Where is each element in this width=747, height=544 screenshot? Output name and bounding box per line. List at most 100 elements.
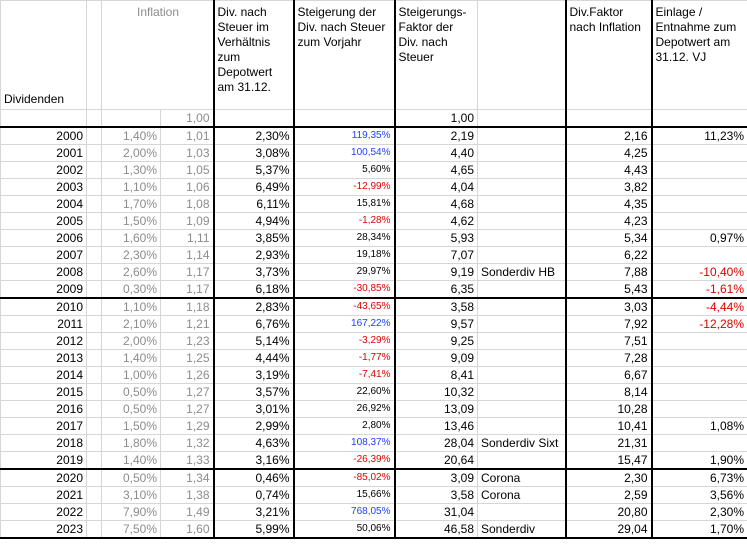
div-ratio-cell[interactable]: 2,93% [212,246,294,264]
div-faktor-cell[interactable]: 21,31 [565,434,652,452]
note-cell[interactable] [477,195,567,213]
einlage-cell[interactable]: 3,56% [650,486,747,504]
faktor-cell[interactable]: 46,58 [393,520,478,539]
faktor-cell[interactable]: 9,19 [393,263,478,281]
einlage-cell[interactable]: 0,97% [650,229,747,247]
note-cell[interactable] [477,315,567,333]
base-cell[interactable] [101,109,161,128]
spacer-cell[interactable] [86,126,102,145]
year-cell[interactable]: 2007 [0,246,87,264]
steigerung-cell[interactable]: -1,77% [292,349,395,367]
year-cell[interactable]: 2011 [0,315,87,333]
div-faktor-cell[interactable]: 4,43 [565,161,652,179]
header-einlage[interactable]: Einlage / Entnahme zum Depotwert am 31.1… [650,0,747,110]
einlage-cell[interactable]: 6,73% [650,468,747,487]
einlage-cell[interactable] [650,161,747,179]
div-ratio-cell[interactable]: 2,99% [212,417,294,435]
div-faktor-cell[interactable]: 7,28 [565,349,652,367]
year-cell[interactable]: 2016 [0,400,87,418]
div-ratio-cell[interactable]: 3,08% [212,144,294,162]
spacer-cell[interactable] [86,332,102,350]
steigerung-cell[interactable]: 167,22% [292,315,395,333]
einlage-cell[interactable]: 1,08% [650,417,747,435]
inflation-factor-cell[interactable]: 1,18 [160,297,214,316]
faktor-cell[interactable]: 13,46 [393,417,478,435]
base-cell[interactable] [292,109,395,128]
note-cell[interactable] [477,229,567,247]
faktor-cell[interactable]: 2,19 [393,126,478,145]
faktor-cell[interactable]: 4,04 [393,178,478,196]
spacer-cell[interactable] [86,383,102,401]
note-cell[interactable]: Sonderdiv HB [477,263,567,281]
inflation-cell[interactable]: 1,40% [101,349,161,367]
einlage-cell[interactable]: 1,70% [650,520,747,539]
faktor-cell[interactable]: 10,32 [393,383,478,401]
einlage-cell[interactable]: 11,23% [650,126,747,145]
div-faktor-cell[interactable]: 4,23 [565,212,652,230]
note-cell[interactable] [477,144,567,162]
steigerung-cell[interactable]: 768,05% [292,503,395,521]
steigerung-cell[interactable]: 100,54% [292,144,395,162]
inflation-cell[interactable]: 1,40% [101,451,161,470]
div-ratio-cell[interactable]: 6,18% [212,280,294,299]
note-cell[interactable] [477,126,567,145]
inflation-cell[interactable]: 2,00% [101,332,161,350]
inflation-factor-cell[interactable]: 1,17 [160,263,214,281]
div-ratio-cell[interactable]: 4,63% [212,434,294,452]
spacer-cell[interactable] [86,349,102,367]
inflation-factor-cell[interactable]: 1,38 [160,486,214,504]
spacer-cell[interactable] [86,178,102,196]
inflation-factor-cell[interactable]: 1,33 [160,451,214,470]
spacer-cell[interactable] [86,280,102,299]
inflation-factor-cell[interactable]: 1,26 [160,366,214,384]
inflation-factor-cell[interactable]: 1,29 [160,417,214,435]
div-faktor-cell[interactable]: 5,34 [565,229,652,247]
base-cell[interactable] [212,109,294,128]
inflation-factor-cell[interactable]: 1,03 [160,144,214,162]
inflation-factor-cell[interactable]: 1,27 [160,383,214,401]
inflation-cell[interactable]: 0,50% [101,400,161,418]
spacer-cell[interactable] [86,161,102,179]
year-cell[interactable]: 2004 [0,195,87,213]
faktor-cell[interactable]: 5,93 [393,229,478,247]
inflation-factor-cell[interactable]: 1,08 [160,195,214,213]
year-cell[interactable]: 2019 [0,451,87,470]
div-faktor-cell[interactable]: 7,92 [565,315,652,333]
note-cell[interactable] [477,297,567,316]
header-steigerungsfaktor[interactable]: Steigerungs-Faktor der Div. nach Steuer [393,0,478,110]
div-faktor-cell[interactable]: 5,43 [565,280,652,299]
div-ratio-cell[interactable]: 3,16% [212,451,294,470]
steigerung-cell[interactable]: 19,18% [292,246,395,264]
steigerung-cell[interactable]: -30,85% [292,280,395,299]
base-inflation-factor[interactable]: 1,00 [160,109,214,128]
steigerung-cell[interactable]: 26,92% [292,400,395,418]
spacer-cell[interactable] [86,503,102,521]
faktor-cell[interactable]: 4,65 [393,161,478,179]
einlage-cell[interactable]: -12,28% [650,315,747,333]
div-ratio-cell[interactable]: 2,30% [212,126,294,145]
inflation-factor-cell[interactable]: 1,23 [160,332,214,350]
inflation-cell[interactable]: 2,00% [101,144,161,162]
div-faktor-cell[interactable]: 6,67 [565,366,652,384]
inflation-cell[interactable]: 0,50% [101,468,161,487]
year-cell[interactable]: 2020 [0,468,87,487]
year-cell[interactable]: 2000 [0,126,87,145]
faktor-cell[interactable]: 4,68 [393,195,478,213]
inflation-cell[interactable]: 1,10% [101,178,161,196]
steigerung-cell[interactable]: 15,81% [292,195,395,213]
steigerung-cell[interactable]: 50,06% [292,520,395,539]
spacer-cell[interactable] [86,417,102,435]
year-cell[interactable]: 2006 [0,229,87,247]
faktor-cell[interactable]: 7,07 [393,246,478,264]
div-faktor-cell[interactable]: 7,88 [565,263,652,281]
base-cell[interactable] [650,109,747,128]
div-ratio-cell[interactable]: 4,44% [212,349,294,367]
inflation-factor-cell[interactable]: 1,17 [160,280,214,299]
div-faktor-cell[interactable]: 20,80 [565,503,652,521]
div-ratio-cell[interactable]: 5,99% [212,520,294,539]
steigerung-cell[interactable]: 15,66% [292,486,395,504]
faktor-cell[interactable]: 3,58 [393,297,478,316]
div-ratio-cell[interactable]: 6,49% [212,178,294,196]
spacer-cell[interactable] [86,195,102,213]
faktor-cell[interactable]: 4,40 [393,144,478,162]
